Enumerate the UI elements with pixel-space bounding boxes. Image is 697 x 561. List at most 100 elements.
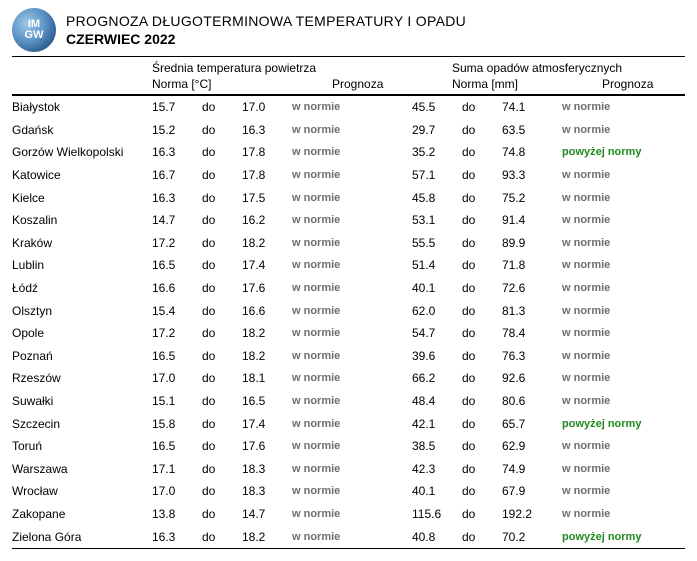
temp-low: 17.0 [152, 371, 202, 385]
temp-high: 14.7 [242, 507, 292, 521]
precip-low: 57.1 [412, 168, 462, 182]
temp-high: 18.2 [242, 326, 292, 340]
precip-low: 40.1 [412, 281, 462, 295]
temp-high: 16.2 [242, 213, 292, 227]
precip-low: 35.2 [412, 145, 462, 159]
table-row: Olsztyn15.4do16.6w normie62.0do81.3w nor… [12, 299, 685, 322]
precip-low: 51.4 [412, 258, 462, 272]
temp-low: 16.3 [152, 530, 202, 544]
city-name: Katowice [12, 168, 152, 182]
temp-forecast: w normie [292, 169, 412, 181]
temp-group-label: Średnia temperatura powietrza [152, 61, 422, 75]
temp-high: 18.3 [242, 462, 292, 476]
temp-low: 17.1 [152, 462, 202, 476]
precip-forecast: w normie [562, 282, 652, 294]
precip-forecast: w normie [562, 124, 652, 136]
temp-high: 17.6 [242, 439, 292, 453]
precip-group-label: Suma opadów atmosferycznych [452, 61, 697, 75]
temp-high: 18.2 [242, 236, 292, 250]
city-name: Zakopane [12, 507, 152, 521]
precip-do: do [462, 462, 502, 476]
temp-low: 15.7 [152, 100, 202, 114]
temp-do: do [202, 439, 242, 453]
column-group-header: Średnia temperatura powietrza Suma opadó… [12, 57, 685, 75]
precip-do: do [462, 326, 502, 340]
temp-do: do [202, 191, 242, 205]
precip-high: 74.1 [502, 100, 562, 114]
precip-do: do [462, 281, 502, 295]
precip-high: 75.2 [502, 191, 562, 205]
table-row: Koszalin14.7do16.2w normie53.1do91.4w no… [12, 209, 685, 232]
temp-forecast: w normie [292, 214, 412, 226]
precip-low: 54.7 [412, 326, 462, 340]
precip-high: 71.8 [502, 258, 562, 272]
sub-title: CZERWIEC 2022 [66, 31, 685, 47]
precip-do: do [462, 439, 502, 453]
temp-low: 15.4 [152, 304, 202, 318]
table-row: Warszawa17.1do18.3w normie42.3do74.9w no… [12, 458, 685, 481]
header: IM GW PROGNOZA DŁUGOTERMINOWA TEMPERATUR… [12, 8, 685, 52]
precip-forecast: w normie [562, 440, 652, 452]
precip-do: do [462, 236, 502, 250]
precip-high: 67.9 [502, 484, 562, 498]
table-row: Łódź16.6do17.6w normie40.1do72.6w normie [12, 277, 685, 300]
precip-do: do [462, 168, 502, 182]
temp-do: do [202, 349, 242, 363]
table-row: Szczecin15.8do17.4w normie42.1do65.7powy… [12, 412, 685, 435]
temp-low: 14.7 [152, 213, 202, 227]
precip-forecast: w normie [562, 372, 652, 384]
precip-high: 80.6 [502, 394, 562, 408]
temp-low: 15.8 [152, 417, 202, 431]
precip-do: do [462, 213, 502, 227]
precip-low: 55.5 [412, 236, 462, 250]
precip-forecast: w normie [562, 169, 652, 181]
city-name: Poznań [12, 349, 152, 363]
table-row: Gdańsk15.2do16.3w normie29.7do63.5w norm… [12, 119, 685, 142]
precip-forecast: powyżej normy [562, 418, 652, 430]
temp-do: do [202, 213, 242, 227]
city-name: Olsztyn [12, 304, 152, 318]
precip-do: do [462, 530, 502, 544]
temp-do: do [202, 507, 242, 521]
table-row: Poznań16.5do18.2w normie39.6do76.3w norm… [12, 345, 685, 368]
city-name: Kielce [12, 191, 152, 205]
city-name: Gdańsk [12, 123, 152, 137]
precip-low: 29.7 [412, 123, 462, 137]
precip-do: do [462, 304, 502, 318]
precip-do: do [462, 349, 502, 363]
precip-low: 53.1 [412, 213, 462, 227]
precip-high: 93.3 [502, 168, 562, 182]
precip-high: 192.2 [502, 507, 562, 521]
temp-do: do [202, 236, 242, 250]
prognoza-temp-label: Prognoza [332, 77, 422, 91]
precip-do: do [462, 258, 502, 272]
city-name: Warszawa [12, 462, 152, 476]
temp-do: do [202, 145, 242, 159]
table-row: Rzeszów17.0do18.1w normie66.2do92.6w nor… [12, 367, 685, 390]
table-row: Suwałki15.1do16.5w normie48.4do80.6w nor… [12, 390, 685, 413]
temp-low: 16.5 [152, 439, 202, 453]
temp-forecast: w normie [292, 418, 412, 430]
city-name: Gorzów Wielkopolski [12, 145, 152, 159]
precip-low: 115.6 [412, 507, 462, 521]
precip-high: 91.4 [502, 213, 562, 227]
table-row: Zielona Góra16.3do18.2w normie40.8do70.2… [12, 525, 685, 548]
precip-forecast: w normie [562, 485, 652, 497]
precip-high: 74.8 [502, 145, 562, 159]
precip-low: 38.5 [412, 439, 462, 453]
precip-forecast: w normie [562, 350, 652, 362]
precip-do: do [462, 145, 502, 159]
precip-low: 48.4 [412, 394, 462, 408]
city-name: Toruń [12, 439, 152, 453]
precip-forecast: w normie [562, 259, 652, 271]
precip-high: 89.9 [502, 236, 562, 250]
city-name: Koszalin [12, 213, 152, 227]
precip-forecast: w normie [562, 327, 652, 339]
temp-forecast: w normie [292, 485, 412, 497]
precip-forecast: powyżej normy [562, 146, 652, 158]
temp-high: 17.6 [242, 281, 292, 295]
precip-forecast: w normie [562, 305, 652, 317]
temp-forecast: w normie [292, 327, 412, 339]
temp-high: 17.0 [242, 100, 292, 114]
precip-low: 66.2 [412, 371, 462, 385]
